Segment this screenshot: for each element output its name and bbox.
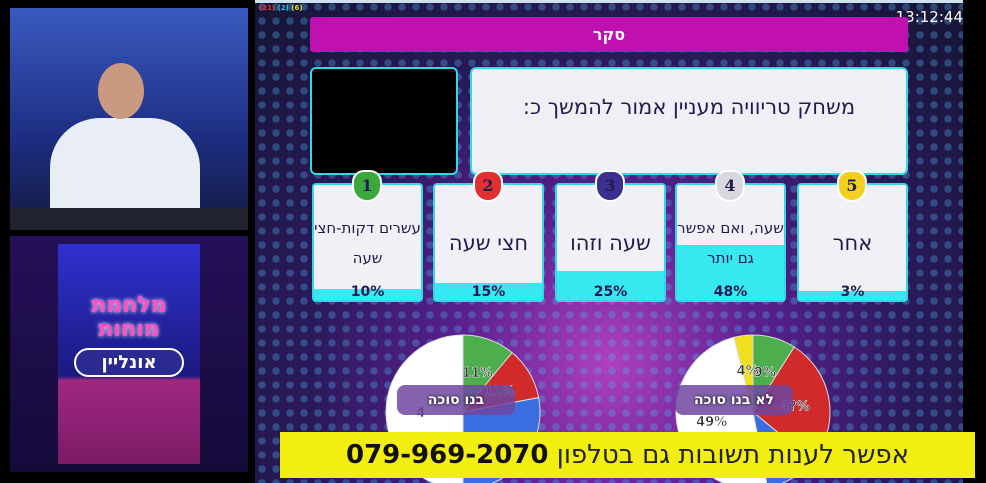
pie-slice-label: 49%	[696, 415, 727, 430]
media-box	[310, 67, 458, 175]
show-logo: מלחמת מוחות אונליין	[68, 294, 190, 377]
counter-cyan: (2)	[277, 4, 289, 12]
banner-text: אפשר לענות תשובות גם בטלפון	[556, 440, 909, 470]
answer-percent: 3%	[840, 284, 865, 300]
answer-fill	[799, 290, 906, 300]
desk	[10, 208, 248, 230]
answer-number-badge: 2	[473, 170, 503, 202]
stage-camera: מלחמת מוחות אונליין	[10, 236, 248, 472]
counter-red: (21)	[259, 4, 276, 12]
answer-card-4: שעה, ואם אפשר גם יותר 48%	[675, 183, 786, 302]
counters: (21) (2) (6)	[259, 4, 303, 12]
answer-percent: 25%	[593, 284, 628, 300]
answer-card-5: אחר 3%	[797, 183, 908, 302]
poll-screen: (21) (2) (6) 13:12:44 סקר משחק טריוויה מ…	[255, 0, 963, 483]
answer-label: עשרים דקות-חצי שעה	[314, 218, 421, 267]
answer-card-2: חצי שעה 15%	[433, 183, 544, 302]
host-head	[98, 63, 144, 119]
poll-title: סקר	[310, 17, 908, 52]
answer-percent: 15%	[471, 284, 506, 300]
logo-line2: אונליין	[74, 348, 184, 377]
pie-slice-label: 9%	[754, 365, 776, 380]
pie-label-no-sukkah: לא בנו סוכה	[675, 385, 793, 415]
answer-fill	[435, 282, 542, 300]
answer-number-badge: 1	[352, 170, 382, 202]
banner-phone: 079-969-2070	[345, 440, 549, 470]
question-text: משחק טריוויה מעניין אמור להמשך כ:	[470, 67, 908, 175]
answer-percent: 10%	[350, 284, 385, 300]
counter-yellow: (6)	[291, 4, 303, 12]
answer-label: שעה, ואם אפשר גם יותר	[677, 218, 784, 267]
pie-slice-label: 4%	[737, 364, 759, 379]
answer-label: חצי שעה	[448, 230, 529, 255]
clock: 13:12:44	[895, 8, 963, 26]
answer-label: אחר	[832, 230, 873, 255]
answer-percent: 48%	[713, 284, 748, 300]
top-line	[255, 0, 963, 3]
pie-label-sukkah: בנו סוכה	[397, 385, 515, 415]
answer-card-3: שעה וזהו 25%	[555, 183, 666, 302]
answer-fill	[314, 288, 421, 300]
answer-fill	[557, 271, 664, 300]
answer-card-1: עשרים דקות-חצי שעה 10%	[312, 183, 423, 302]
answer-number-badge: 4	[715, 170, 745, 202]
answer-fill	[677, 244, 784, 300]
pie-slice-label: 11%	[462, 366, 493, 381]
answer-label: שעה וזהו	[570, 230, 651, 255]
phone-banner: אפשר לענות תשובות גם בטלפון 079-969-2070	[280, 432, 975, 478]
video-panel: מלחמת מוחות אונליין	[0, 0, 252, 483]
logo-line1: מלחמת מוחות	[91, 293, 167, 342]
answer-number-badge: 3	[595, 170, 625, 202]
stage-screen: מלחמת מוחות אונליין	[58, 244, 200, 464]
answer-number-badge: 5	[837, 170, 867, 202]
host-camera	[10, 8, 248, 230]
